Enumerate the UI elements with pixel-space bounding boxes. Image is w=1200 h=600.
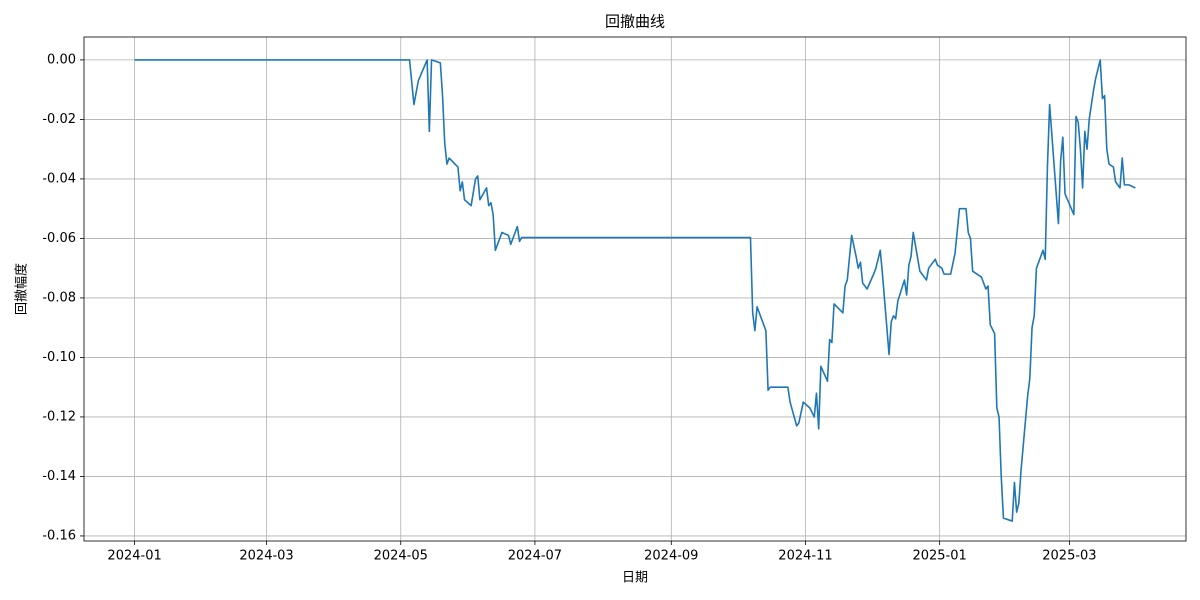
y-tick-label: -0.16 [42, 528, 76, 543]
y-tick-label: -0.14 [42, 469, 76, 484]
x-tick-label: 2025-01 [912, 549, 966, 564]
x-tick-label: 2024-09 [644, 549, 698, 564]
y-tick-label: -0.02 [42, 112, 76, 127]
y-tick-label: -0.08 [42, 290, 76, 305]
x-tick-label: 2024-03 [239, 549, 293, 564]
y-tick-label: -0.06 [42, 231, 76, 246]
y-tick-label: -0.10 [42, 350, 76, 365]
x-axis-label: 日期 [622, 571, 648, 586]
drawdown-line [134, 59, 1136, 522]
y-tick-label: -0.04 [42, 171, 76, 186]
plot-frame [83, 36, 1187, 542]
chart-title: 回撤曲线 [605, 13, 665, 31]
x-tick-label: 2024-01 [107, 549, 161, 564]
y-axis-label: 回撤幅度 [14, 263, 30, 315]
x-tick-label: 2024-07 [508, 549, 562, 564]
x-tick-label: 2024-11 [778, 549, 832, 564]
y-tick-label: -0.12 [42, 409, 76, 424]
x-tick-label: 2024-05 [374, 549, 428, 564]
x-tick-label: 2025-03 [1042, 549, 1096, 564]
y-tick-label: 0.00 [47, 52, 76, 67]
